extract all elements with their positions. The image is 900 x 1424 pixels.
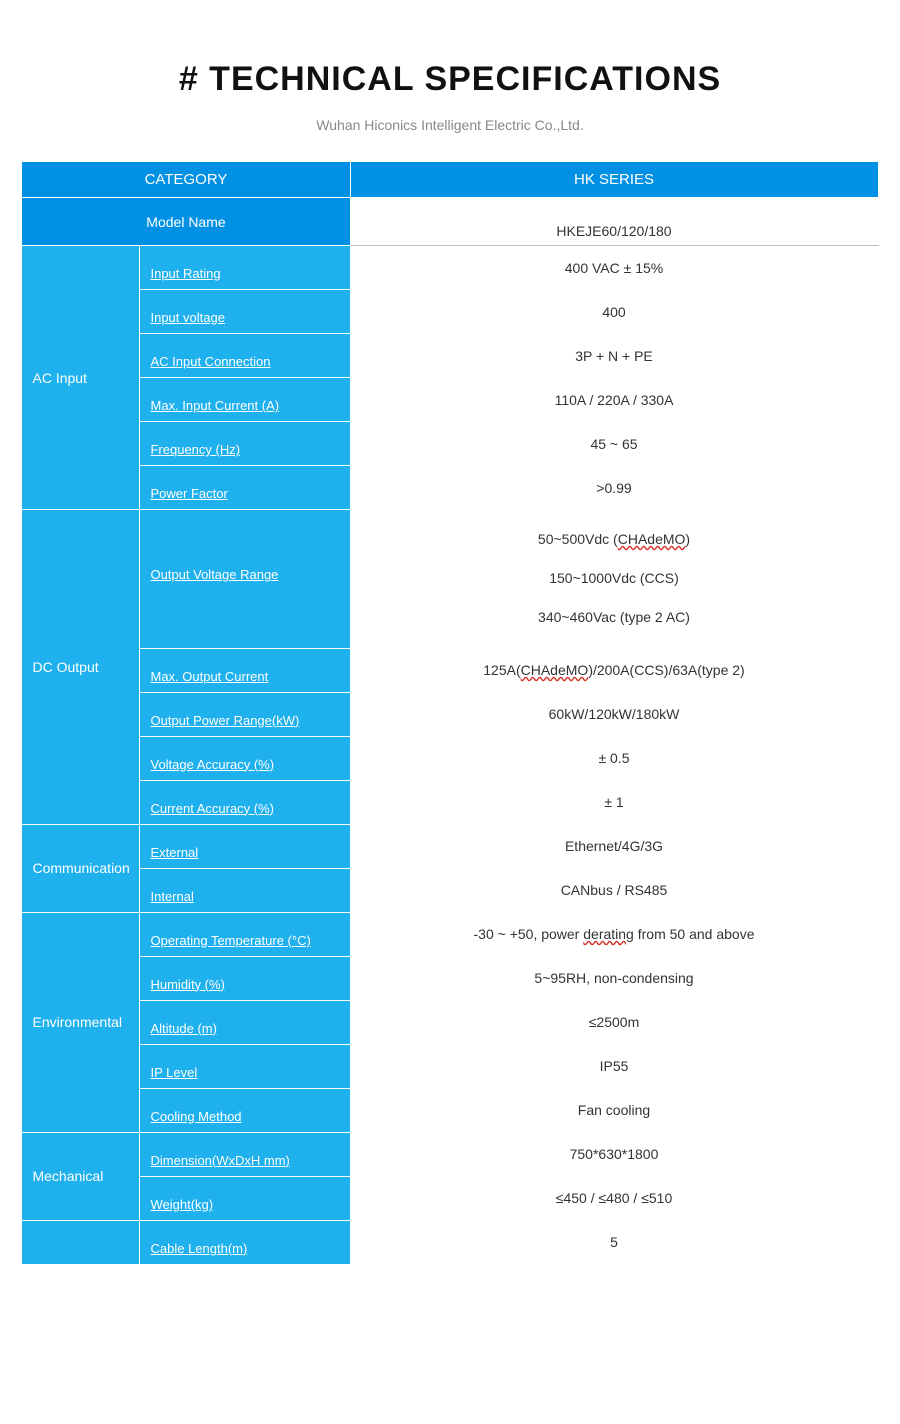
- page-title: # TECHNICAL SPECIFICATIONS: [0, 60, 900, 99]
- value-cell: 50~500Vdc (CHAdeMO)150~1000Vdc (CCS)340~…: [350, 510, 878, 649]
- param-cell: Output Power Range(kW): [140, 692, 350, 736]
- param-cell: Altitude (m): [140, 1000, 350, 1044]
- value-cell: ± 1: [350, 780, 878, 824]
- value-cell: ≤450 / ≤480 / ≤510: [350, 1176, 878, 1220]
- category-cell: DC Output: [22, 510, 140, 825]
- category-cell: AC Input: [22, 246, 140, 510]
- param-cell: Internal: [140, 868, 350, 912]
- param-cell: Cable Length(m): [140, 1220, 350, 1264]
- model-label: Model Name: [22, 198, 350, 246]
- param-cell: Frequency (Hz): [140, 422, 350, 466]
- param-cell: Input voltage: [140, 290, 350, 334]
- param-cell: Cooling Method: [140, 1088, 350, 1132]
- value-cell: 45 ~ 65: [350, 422, 878, 466]
- value-cell: 5: [350, 1220, 878, 1264]
- subtitle: Wuhan Hiconics Intelligent Electric Co.,…: [0, 117, 900, 133]
- spec-table: CATEGORYHK SERIESModel NameHKEJE60/120/1…: [21, 161, 878, 1265]
- header-series: HK SERIES: [350, 162, 878, 198]
- value-cell: ≤2500m: [350, 1000, 878, 1044]
- value-cell: 3P + N + PE: [350, 334, 878, 378]
- param-cell: Power Factor: [140, 466, 350, 510]
- param-cell: IP Level: [140, 1044, 350, 1088]
- value-cell: Fan cooling: [350, 1088, 878, 1132]
- category-cell: Mechanical: [22, 1132, 140, 1220]
- param-cell: Output Voltage Range: [140, 510, 350, 649]
- value-cell: 60kW/120kW/180kW: [350, 692, 878, 736]
- param-cell: Humidity (%): [140, 956, 350, 1000]
- value-cell: Ethernet/4G/3G: [350, 824, 878, 868]
- value-cell: 110A / 220A / 330A: [350, 378, 878, 422]
- category-cell: Environmental: [22, 912, 140, 1132]
- value-cell: 125A(CHAdeMO)/200A(CCS)/63A(type 2): [350, 648, 878, 692]
- category-cell: Communication: [22, 824, 140, 912]
- value-cell: ± 0.5: [350, 736, 878, 780]
- param-cell: Input Rating: [140, 246, 350, 290]
- value-cell: 400: [350, 290, 878, 334]
- param-cell: Operating Temperature (°C): [140, 912, 350, 956]
- header-category: CATEGORY: [22, 162, 350, 198]
- param-cell: Dimension(WxDxH mm): [140, 1132, 350, 1176]
- model-value: HKEJE60/120/180: [350, 198, 878, 246]
- param-cell: Current Accuracy (%): [140, 780, 350, 824]
- value-cell: >0.99: [350, 466, 878, 510]
- param-cell: Weight(kg): [140, 1176, 350, 1220]
- param-cell: External: [140, 824, 350, 868]
- param-cell: Voltage Accuracy (%): [140, 736, 350, 780]
- param-cell: Max. Output Current: [140, 648, 350, 692]
- param-cell: AC Input Connection: [140, 334, 350, 378]
- value-cell: IP55: [350, 1044, 878, 1088]
- value-cell: -30 ~ +50, power derating from 50 and ab…: [350, 912, 878, 956]
- value-cell: 5~95RH, non-condensing: [350, 956, 878, 1000]
- value-cell: 750*630*1800: [350, 1132, 878, 1176]
- value-cell: CANbus / RS485: [350, 868, 878, 912]
- category-cell: [22, 1220, 140, 1264]
- param-cell: Max. Input Current (A): [140, 378, 350, 422]
- value-cell: 400 VAC ± 15%: [350, 246, 878, 290]
